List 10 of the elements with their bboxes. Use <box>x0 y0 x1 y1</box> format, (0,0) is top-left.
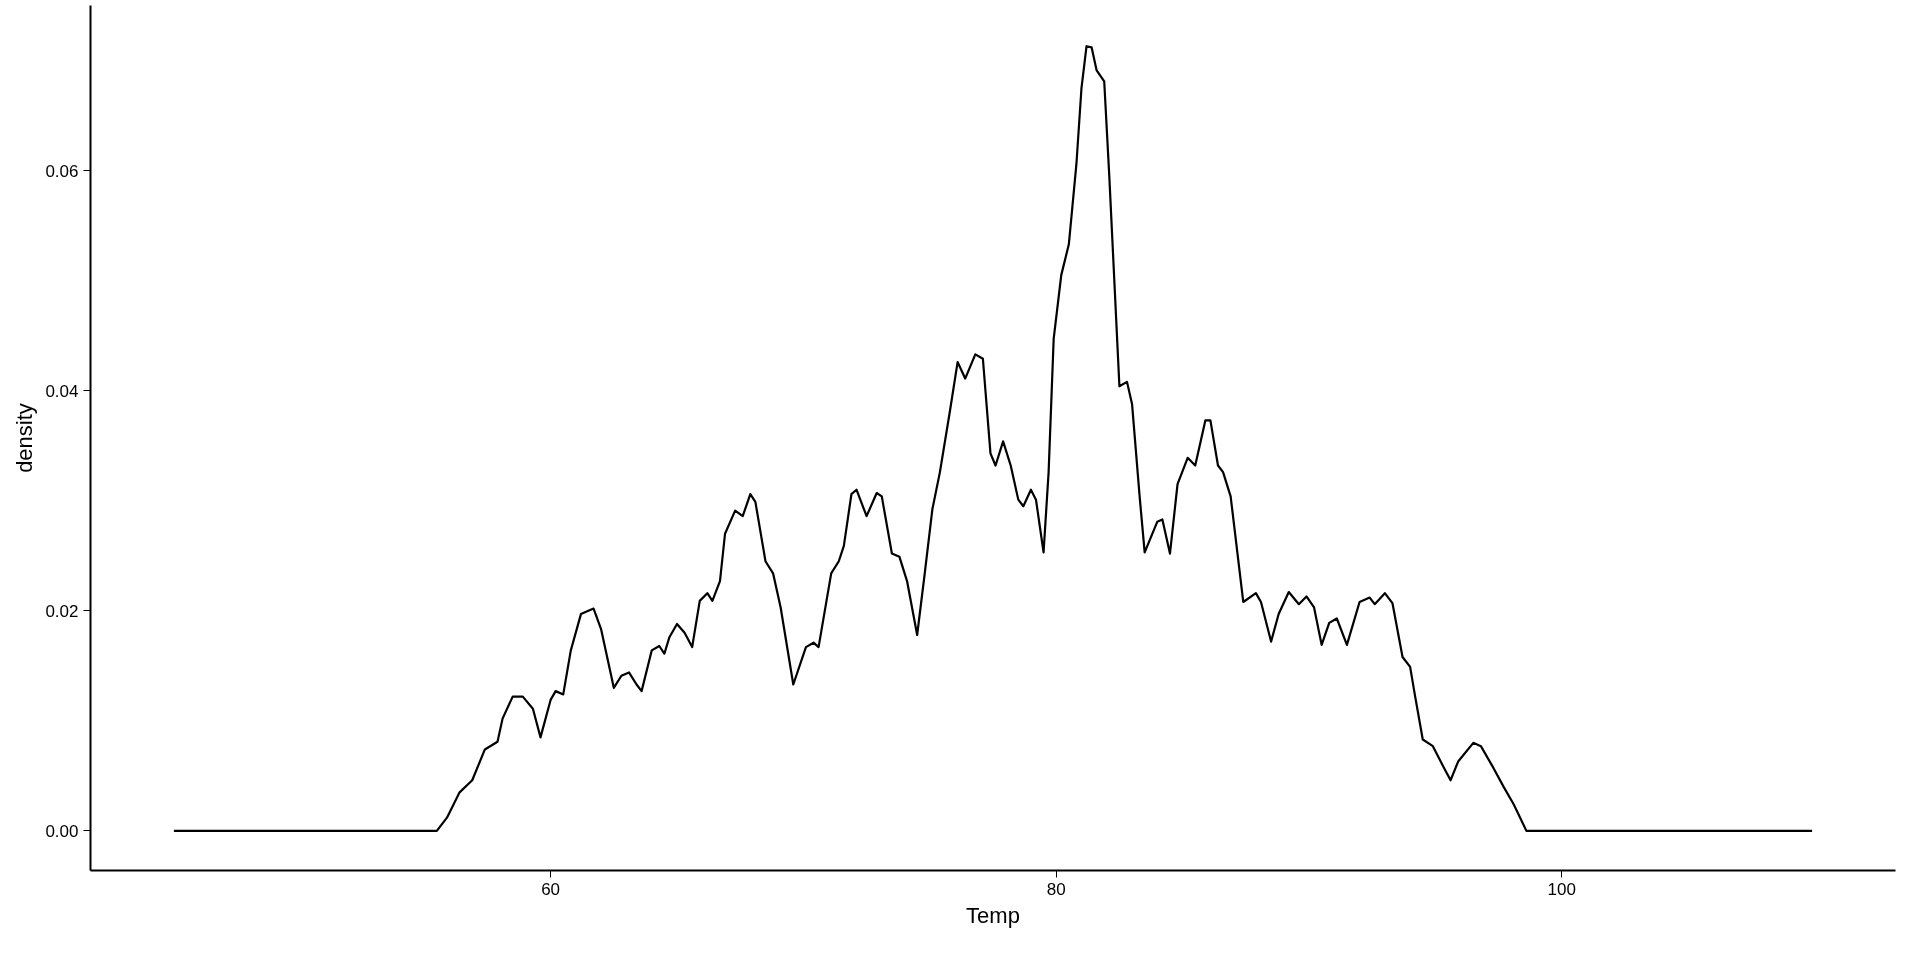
line-series <box>172 45 1814 832</box>
x-axis-title: Temp <box>966 902 1020 928</box>
x-tick-label: 80 <box>1046 879 1066 899</box>
y-axis-title: density <box>12 403 38 473</box>
y-tick-label: 0.02 <box>45 601 79 621</box>
x-tick-label: 100 <box>1547 879 1576 899</box>
x-tick-label: 60 <box>541 879 561 899</box>
y-tick-label: 0.06 <box>45 161 79 181</box>
y-tick-label: 0.04 <box>45 381 79 401</box>
y-tick-label: 0.00 <box>45 821 79 841</box>
